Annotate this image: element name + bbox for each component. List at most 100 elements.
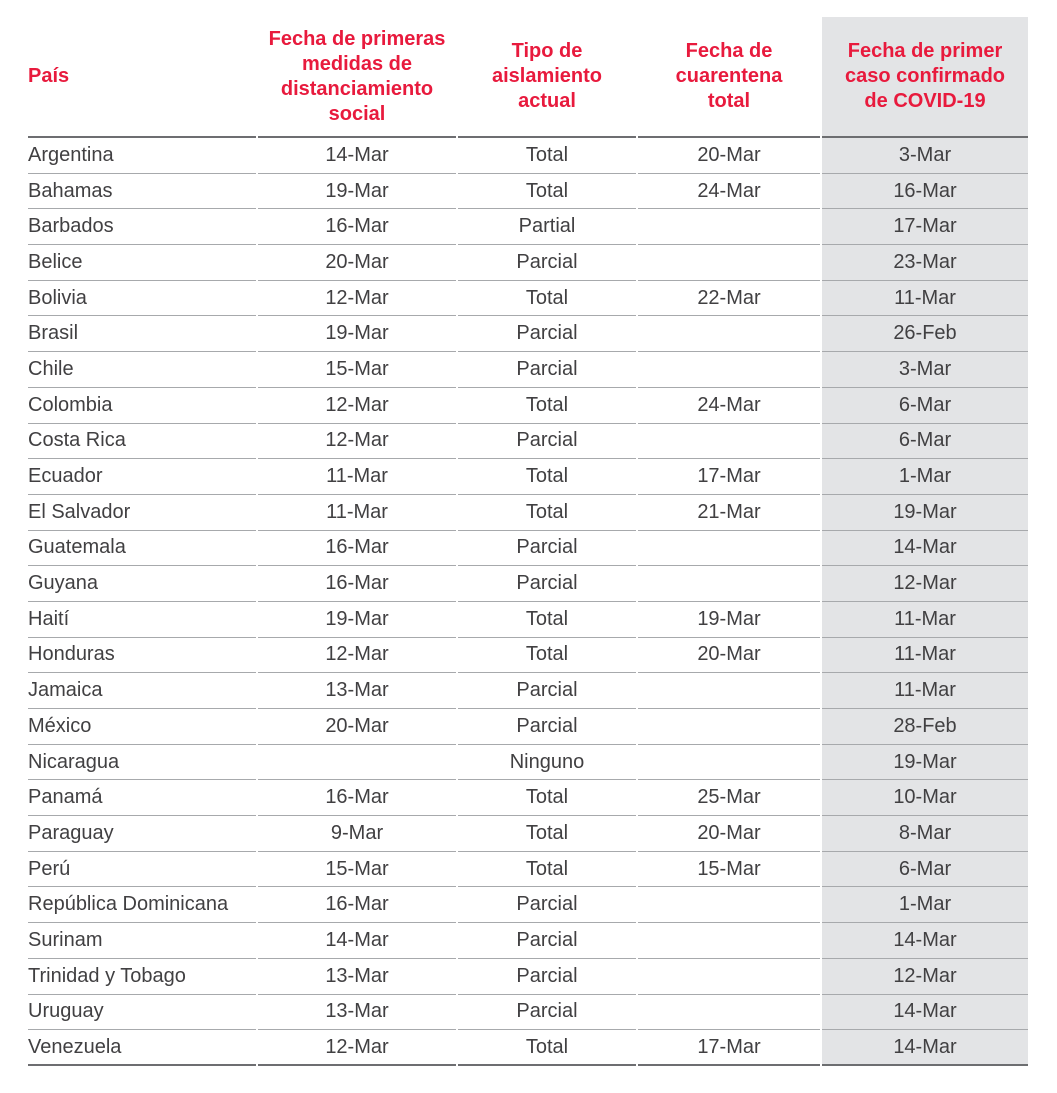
table-row: Paraguay 9-Mar Total 20-Mar 8-Mar [28, 816, 1028, 852]
cell-pais: Uruguay [28, 995, 256, 1031]
cell-cuarentena: 24-Mar [638, 174, 820, 210]
cell-aislamiento: Total [458, 852, 636, 888]
cell-cuarentena: 15-Mar [638, 852, 820, 888]
cell-pais: Brasil [28, 316, 256, 353]
cell-medidas: 19-Mar [258, 316, 456, 353]
cell-medidas: 11-Mar [258, 495, 456, 531]
cell-primer_caso: 14-Mar [822, 923, 1028, 959]
cell-cuarentena [638, 709, 820, 745]
cell-pais: República Dominicana [28, 887, 256, 924]
cell-aislamiento: Ninguno [458, 745, 636, 781]
cell-primer_caso: 19-Mar [822, 494, 1028, 531]
cell-aislamiento: Total [458, 1030, 636, 1066]
cell-aislamiento: Total [458, 816, 636, 852]
cell-medidas: 12-Mar [258, 281, 456, 317]
cell-aislamiento: Total [458, 174, 636, 210]
cell-cuarentena [638, 424, 820, 460]
table-row: Bolivia 12-Mar Total 22-Mar 11-Mar [28, 280, 1028, 317]
cell-medidas: 15-Mar [258, 852, 456, 888]
cell-pais: Bolivia [28, 281, 256, 317]
cell-aislamiento: Parcial [458, 887, 636, 924]
cell-medidas: 9-Mar [258, 816, 456, 852]
table-row: Venezuela 12-Mar Total 17-Mar 14-Mar [28, 1030, 1028, 1066]
table-row: Belice 20-Mar Parcial 23-Mar [28, 245, 1028, 281]
covid-measures-table: País Fecha de primeras medidas de distan… [26, 17, 1030, 1066]
cell-pais: México [28, 709, 256, 745]
cell-aislamiento: Total [458, 638, 636, 674]
cell-medidas: 20-Mar [258, 709, 456, 745]
table-row: Uruguay 13-Mar Parcial 14-Mar [28, 994, 1028, 1031]
table-row: Argentina 14-Mar Total 20-Mar 3-Mar [28, 138, 1028, 174]
cell-aislamiento: Partial [458, 209, 636, 246]
table-row: Ecuador 11-Mar Total 17-Mar 1-Mar [28, 459, 1028, 495]
cell-cuarentena: 19-Mar [638, 602, 820, 638]
cell-pais: Ecuador [28, 459, 256, 495]
table-row: Guyana 16-Mar Parcial 12-Mar [28, 566, 1028, 602]
cell-cuarentena [638, 887, 820, 924]
cell-pais: Chile [28, 352, 256, 388]
cell-cuarentena [638, 923, 820, 959]
cell-aislamiento: Parcial [458, 673, 636, 709]
table-row: Barbados 16-Mar Partial 17-Mar [28, 209, 1028, 246]
cell-pais: Panamá [28, 780, 256, 817]
cell-pais: Guatemala [28, 531, 256, 567]
cell-cuarentena: 17-Mar [638, 1030, 820, 1066]
table-row: Nicaragua Ninguno 19-Mar [28, 744, 1028, 781]
table-row: México 20-Mar Parcial 28-Feb [28, 709, 1028, 745]
cell-medidas: 14-Mar [258, 138, 456, 174]
column-header-primer-caso: Fecha de primer caso confirmado de COVID… [822, 17, 1028, 138]
cell-primer_caso: 12-Mar [822, 566, 1028, 602]
cell-aislamiento: Parcial [458, 995, 636, 1031]
cell-primer_caso: 17-Mar [822, 209, 1028, 246]
cell-aislamiento: Total [458, 388, 636, 424]
cell-pais: Surinam [28, 923, 256, 959]
cell-medidas: 14-Mar [258, 923, 456, 959]
cell-primer_caso: 6-Mar [822, 851, 1028, 888]
cell-medidas: 16-Mar [258, 566, 456, 602]
cell-medidas: 13-Mar [258, 959, 456, 995]
cell-primer_caso: 14-Mar [822, 994, 1028, 1031]
cell-medidas: 12-Mar [258, 424, 456, 460]
cell-cuarentena [638, 673, 820, 709]
cell-medidas: 12-Mar [258, 638, 456, 674]
table-header: País Fecha de primeras medidas de distan… [28, 17, 1028, 138]
cell-medidas: 20-Mar [258, 245, 456, 281]
cell-primer_caso: 26-Feb [822, 316, 1028, 353]
cell-cuarentena: 20-Mar [638, 138, 820, 174]
cell-primer_caso: 11-Mar [822, 637, 1028, 674]
cell-cuarentena [638, 566, 820, 602]
cell-aislamiento: Total [458, 138, 636, 174]
cell-aislamiento: Total [458, 495, 636, 531]
cell-medidas: 16-Mar [258, 780, 456, 817]
table-row: Honduras 12-Mar Total 20-Mar 11-Mar [28, 637, 1028, 674]
cell-cuarentena [638, 352, 820, 388]
cell-pais: Belice [28, 245, 256, 281]
header-row: País Fecha de primeras medidas de distan… [28, 17, 1028, 138]
cell-cuarentena [638, 745, 820, 781]
table-row: El Salvador 11-Mar Total 21-Mar 19-Mar [28, 494, 1028, 531]
cell-primer_caso: 12-Mar [822, 958, 1028, 995]
table-row: Perú 15-Mar Total 15-Mar 6-Mar [28, 851, 1028, 888]
cell-pais: Trinidad y Tobago [28, 959, 256, 995]
cell-medidas: 19-Mar [258, 602, 456, 638]
cell-cuarentena [638, 531, 820, 567]
cell-primer_caso: 6-Mar [822, 423, 1028, 460]
cell-primer_caso: 1-Mar [822, 459, 1028, 495]
cell-medidas: 13-Mar [258, 673, 456, 709]
cell-medidas: 16-Mar [258, 531, 456, 567]
cell-primer_caso: 10-Mar [822, 780, 1028, 817]
cell-primer_caso: 3-Mar [822, 138, 1028, 174]
cell-pais: Paraguay [28, 816, 256, 852]
column-header-tipo-aislamiento: Tipo de aislamiento actual [458, 17, 636, 138]
cell-medidas: 12-Mar [258, 388, 456, 424]
table-row: Jamaica 13-Mar Parcial 11-Mar [28, 673, 1028, 709]
table-row: Bahamas 19-Mar Total 24-Mar 16-Mar [28, 173, 1028, 210]
table-row: Panamá 16-Mar Total 25-Mar 10-Mar [28, 780, 1028, 817]
cell-primer_caso: 3-Mar [822, 352, 1028, 388]
cell-aislamiento: Parcial [458, 959, 636, 995]
table-row: Colombia 12-Mar Total 24-Mar 6-Mar [28, 387, 1028, 424]
cell-medidas: 12-Mar [258, 1030, 456, 1066]
cell-pais: Honduras [28, 638, 256, 674]
covid-measures-table-container: País Fecha de primeras medidas de distan… [26, 17, 1057, 1066]
cell-primer_caso: 6-Mar [822, 387, 1028, 424]
